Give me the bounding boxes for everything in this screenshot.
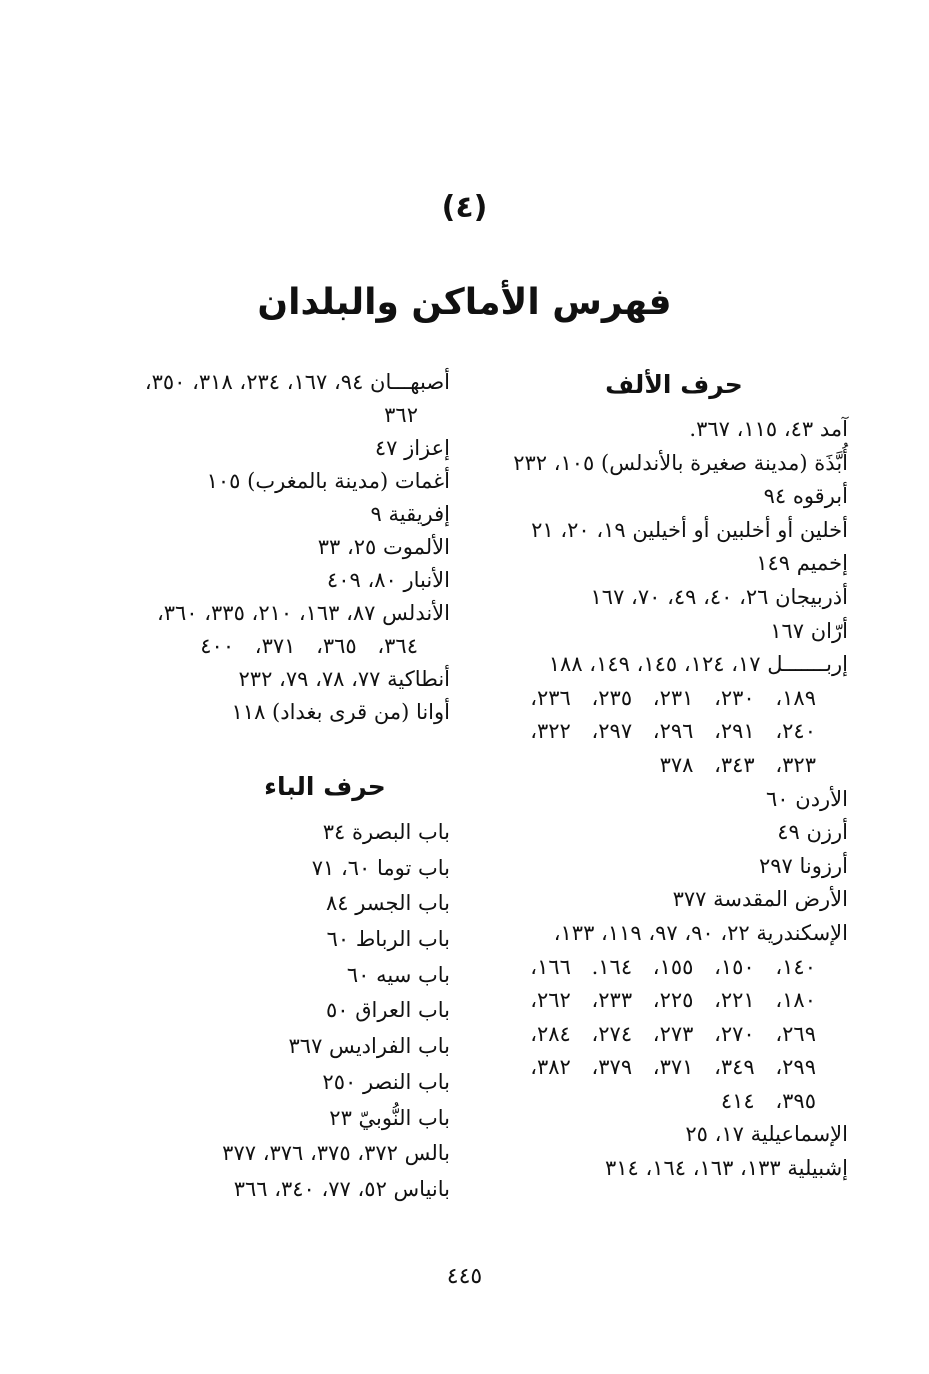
index-entry-continuation: ١٤٠، ١٥٠، ١٥٥، ١٦٤. ١٦٦،	[530, 954, 816, 979]
index-entry-continuation: ٢٩٩، ٣٤٩، ٣٧١، ٣٧٩، ٣٨٢،	[530, 1055, 816, 1080]
index-entry: باب توما ٦٠، ٧١	[311, 855, 450, 880]
index-entry: أخلين أو أخلبين أو أخيلين ١٩، ٢٠، ٢١	[531, 517, 848, 542]
index-entry: باب النصر ٢٥٠	[322, 1069, 450, 1094]
index-entry: إفريقية ٩	[370, 502, 450, 526]
index-entry: الأندلس ٨٧، ١٦٣، ٢١٠، ٣٣٥، ٣٦٠،	[156, 601, 450, 625]
index-entry: أصبهـــان ٩٤، ١٦٧، ٢٣٤، ٣١٨، ٣٥٠،	[144, 370, 450, 394]
index-entry: الإسماعيلية ١٧، ٢٥	[685, 1122, 848, 1147]
index-entry: بانياس ٥٢، ٧٧، ٣٤٠، ٣٦٦	[233, 1176, 450, 1201]
index-entry-continuation: ٣٦٤، ٣٦٥، ٣٧١، ٤٠٠	[200, 634, 418, 658]
index-entry: أوانا (من قرى بغداد) ١١٨	[231, 700, 450, 724]
index-entry-continuation: ١٨٩، ٢٣٠، ٢٣١، ٢٣٥، ٢٣٦،	[530, 685, 816, 710]
section-number: (٤)	[441, 190, 488, 225]
index-list-left-ba: باب البصرة ٣٤ باب توما ٦٠، ٧١ باب الجسر ٨٤…	[90, 815, 450, 1208]
index-entry: باب الجسر ٨٤	[325, 891, 450, 916]
index-entry: باب الرباط ٦٠	[326, 927, 450, 952]
index-entry-continuation: ١٨٠، ٢٢١، ٢٢٥، ٢٣٣، ٢٦٢،	[530, 988, 816, 1013]
index-entry: باب سيه ٦٠	[346, 962, 450, 987]
letter-heading-alif: حرف الألف	[605, 370, 743, 399]
index-entry: بالس ٣٧٢، ٣٧٥، ٣٧٦، ٣٧٧	[222, 1141, 450, 1166]
page-number: ٤٤٥	[446, 1264, 483, 1289]
letter-heading-ba: حرف الباء	[264, 772, 386, 801]
index-entry: أغمات (مدينة بالمغرب) ١٠٥	[206, 469, 450, 493]
index-entry: إشبيلية ١٣٣، ١٦٣، ١٦٤، ٣١٤	[604, 1156, 848, 1181]
index-entry: باب البصرة ٣٤	[322, 820, 450, 844]
index-entry: أرزونا ٢٩٧	[758, 853, 848, 878]
index-list-left-alif: أصبهـــان ٩٤، ١٦٧، ٢٣٤، ٣١٨، ٣٥٠، ٣٦٢ إعزا…	[90, 366, 450, 729]
index-entry: أبرقوه ٩٤	[763, 484, 848, 509]
index-entry: أرّان ١٦٧	[770, 618, 848, 643]
index-entry: إخميم ١٤٩	[756, 551, 848, 576]
index-entry: إعزاز ٤٧	[374, 436, 450, 460]
index-entry: إربـــــــل ١٧، ١٢٤، ١٤٥، ١٤٩، ١٨٨	[548, 652, 848, 677]
index-entry: باب العراق ٥٠	[325, 998, 450, 1023]
index-entry: الإسكندرية ٢٢، ٩٠، ٩٧، ١١٩، ١٣٣،	[553, 920, 848, 945]
index-entry: الأرض المقدسة ٣٧٧	[672, 887, 848, 912]
page-title: فهرس الأماكن والبلدان	[257, 282, 672, 323]
index-entry-continuation: ٣٢٣، ٣٤٣، ٣٧٨	[659, 752, 816, 777]
index-entry: أرزن ٤٩	[777, 820, 848, 845]
index-entry-continuation: ٣٦٢	[384, 403, 418, 427]
index-entry: الألموت ٢٥، ٣٣	[317, 535, 450, 559]
index-entry-continuation: ٣٩٥، ٤١٤	[720, 1088, 816, 1113]
index-entry: الأردن ٦٠	[766, 786, 848, 811]
index-entry: أذربيجان ٢٦، ٤٠، ٤٩، ٧٠، ١٦٧	[590, 584, 848, 609]
index-entry: أنطاكية ٧٧، ٧٨، ٧٩، ٢٣٢	[238, 667, 450, 691]
index-entry: أُبَّذَة (مدينة صغيرة بالأندلس) ١٠٥، ٢٣٢	[513, 450, 848, 475]
index-entry-continuation: ٢٤٠، ٢٩١، ٢٩٦، ٢٩٧، ٣٢٢،	[530, 719, 816, 744]
index-entry-continuation: ٢٦٩، ٢٧٠، ٢٧٣، ٢٧٤، ٢٨٤،	[530, 1021, 816, 1046]
index-list-right: آمد ٤٣، ١١٥، ٣٦٧. أُبَّذَة (مدينة صغيرة ب…	[490, 413, 848, 1186]
index-entry: الأنبار ٨٠، ٤٠٩	[326, 568, 450, 592]
index-entry: آمد ٤٣، ١١٥، ٣٦٧.	[689, 417, 848, 441]
index-entry: باب النُّوبيّ ٢٣	[329, 1105, 450, 1130]
index-entry: باب الفراديس ٣٦٧	[288, 1034, 450, 1059]
